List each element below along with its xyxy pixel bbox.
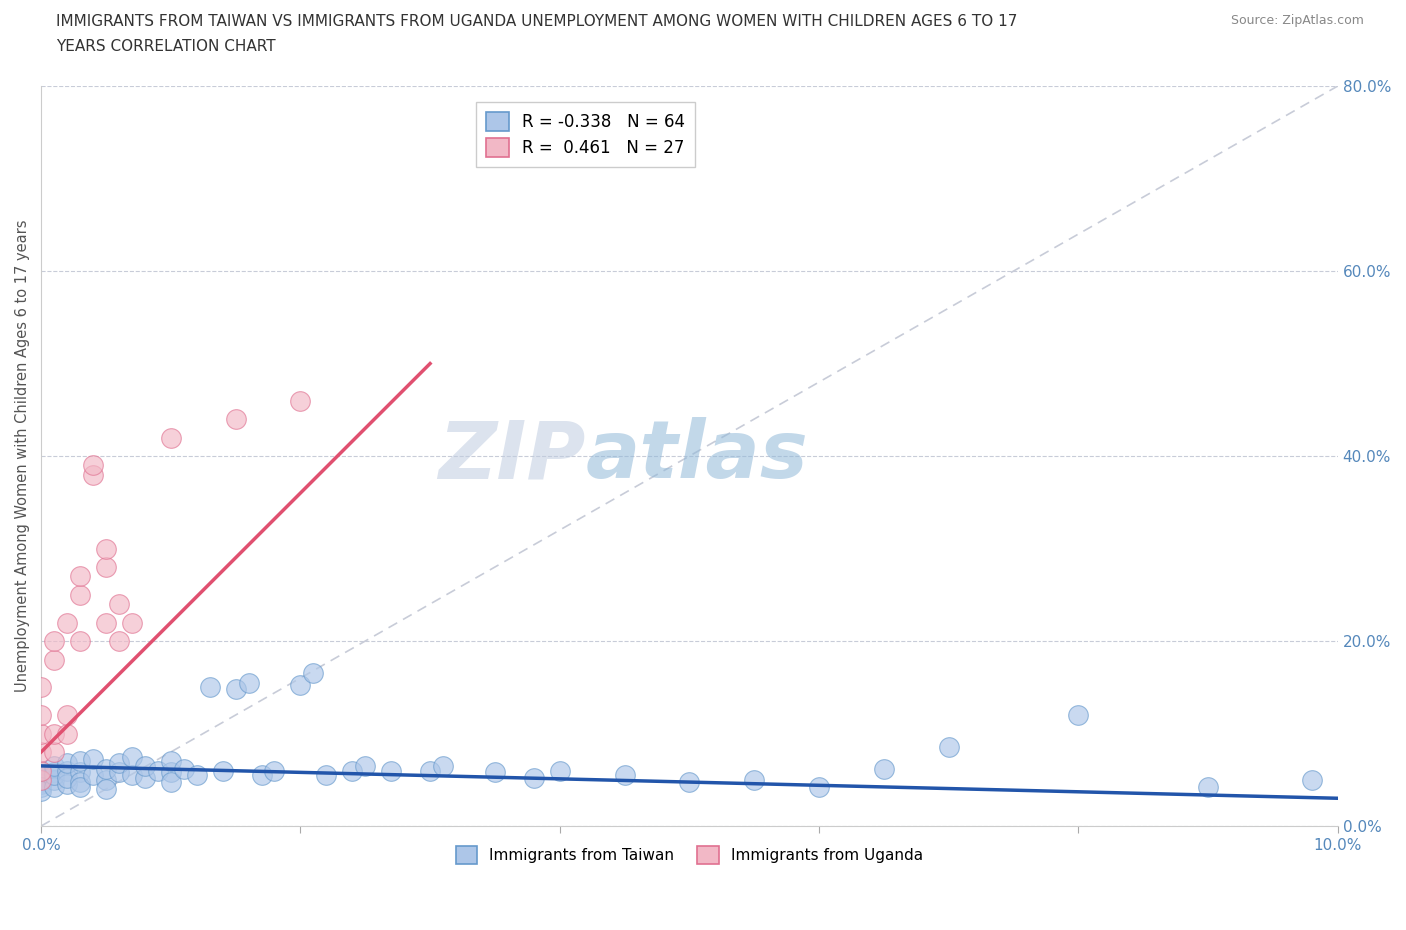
Point bbox=[108, 756, 131, 771]
Point bbox=[30, 779, 52, 794]
Point bbox=[938, 740, 960, 755]
Point bbox=[56, 777, 79, 791]
Text: Source: ZipAtlas.com: Source: ZipAtlas.com bbox=[1230, 14, 1364, 27]
Point bbox=[30, 708, 52, 723]
Text: IMMIGRANTS FROM TAIWAN VS IMMIGRANTS FROM UGANDA UNEMPLOYMENT AMONG WOMEN WITH C: IMMIGRANTS FROM TAIWAN VS IMMIGRANTS FRO… bbox=[56, 14, 1018, 29]
Point bbox=[30, 764, 52, 778]
Point bbox=[30, 726, 52, 741]
Point bbox=[290, 678, 312, 693]
Text: atlas: atlas bbox=[586, 417, 808, 495]
Point bbox=[69, 779, 91, 794]
Point bbox=[56, 756, 79, 771]
Point bbox=[108, 765, 131, 780]
Point bbox=[238, 675, 260, 690]
Point bbox=[42, 745, 65, 760]
Point bbox=[42, 779, 65, 794]
Point bbox=[94, 772, 117, 787]
Point bbox=[69, 765, 91, 780]
Point bbox=[82, 467, 104, 482]
Point bbox=[108, 597, 131, 612]
Point bbox=[613, 767, 636, 782]
Point bbox=[108, 633, 131, 648]
Point bbox=[225, 412, 247, 427]
Point bbox=[1067, 708, 1090, 723]
Point bbox=[159, 774, 181, 789]
Point bbox=[173, 762, 195, 777]
Point bbox=[94, 615, 117, 630]
Point bbox=[159, 765, 181, 780]
Point bbox=[56, 726, 79, 741]
Point bbox=[419, 764, 441, 778]
Point bbox=[30, 745, 52, 760]
Point bbox=[82, 752, 104, 767]
Point bbox=[82, 458, 104, 472]
Text: YEARS CORRELATION CHART: YEARS CORRELATION CHART bbox=[56, 39, 276, 54]
Point bbox=[186, 767, 208, 782]
Point bbox=[30, 680, 52, 695]
Point bbox=[121, 767, 143, 782]
Point bbox=[1301, 772, 1323, 787]
Point bbox=[30, 764, 52, 778]
Point bbox=[69, 774, 91, 789]
Point bbox=[121, 750, 143, 764]
Point bbox=[42, 767, 65, 782]
Point bbox=[30, 777, 52, 791]
Point bbox=[523, 770, 546, 785]
Point bbox=[742, 772, 765, 787]
Point bbox=[42, 765, 65, 780]
Point bbox=[82, 767, 104, 782]
Point bbox=[56, 708, 79, 723]
Legend: Immigrants from Taiwan, Immigrants from Uganda: Immigrants from Taiwan, Immigrants from … bbox=[450, 841, 929, 870]
Point bbox=[56, 764, 79, 778]
Point bbox=[30, 772, 52, 787]
Point bbox=[225, 682, 247, 697]
Point bbox=[42, 759, 65, 774]
Point bbox=[1197, 779, 1219, 794]
Point bbox=[94, 541, 117, 556]
Point bbox=[211, 764, 233, 778]
Point bbox=[30, 783, 52, 798]
Point bbox=[42, 633, 65, 648]
Point bbox=[121, 615, 143, 630]
Point bbox=[380, 764, 402, 778]
Point bbox=[30, 770, 52, 785]
Point bbox=[56, 615, 79, 630]
Point bbox=[198, 680, 221, 695]
Point bbox=[30, 772, 52, 787]
Point bbox=[42, 772, 65, 787]
Point bbox=[69, 754, 91, 769]
Point bbox=[134, 770, 156, 785]
Point bbox=[69, 588, 91, 603]
Point bbox=[69, 633, 91, 648]
Point bbox=[808, 779, 831, 794]
Point bbox=[146, 764, 169, 778]
Point bbox=[342, 764, 364, 778]
Point bbox=[250, 767, 273, 782]
Point bbox=[432, 759, 454, 774]
Point bbox=[678, 774, 700, 789]
Point bbox=[30, 767, 52, 782]
Text: ZIP: ZIP bbox=[439, 417, 586, 495]
Point bbox=[94, 560, 117, 575]
Point bbox=[315, 767, 337, 782]
Point bbox=[290, 393, 312, 408]
Point bbox=[873, 762, 896, 777]
Point bbox=[94, 762, 117, 777]
Point bbox=[134, 759, 156, 774]
Point bbox=[30, 774, 52, 789]
Point bbox=[56, 770, 79, 785]
Point bbox=[263, 764, 285, 778]
Point bbox=[159, 754, 181, 769]
Point bbox=[94, 781, 117, 796]
Point bbox=[354, 759, 377, 774]
Point bbox=[69, 569, 91, 584]
Point bbox=[484, 765, 506, 780]
Point bbox=[42, 726, 65, 741]
Y-axis label: Unemployment Among Women with Children Ages 6 to 17 years: Unemployment Among Women with Children A… bbox=[15, 219, 30, 692]
Point bbox=[159, 430, 181, 445]
Point bbox=[548, 764, 571, 778]
Point bbox=[42, 652, 65, 667]
Point bbox=[302, 666, 325, 681]
